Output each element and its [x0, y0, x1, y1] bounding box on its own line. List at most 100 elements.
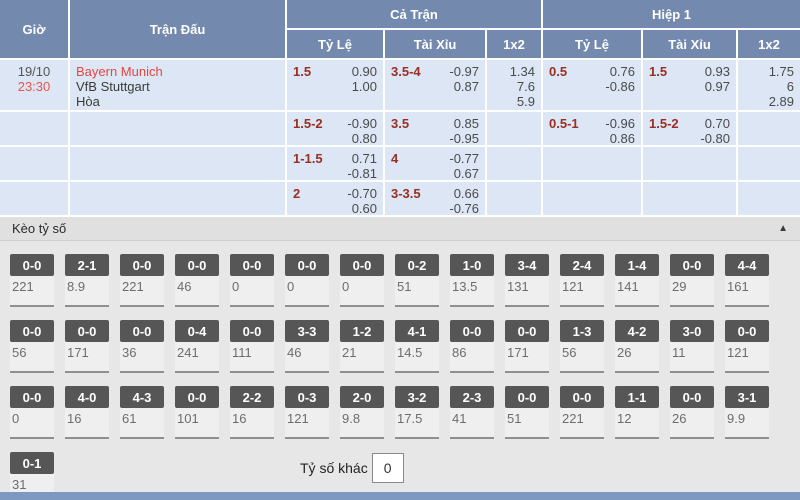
odds-value: 0.87 — [453, 79, 479, 94]
score-cell[interactable]: 1-3 56 — [560, 320, 604, 373]
odds-value: -0.96 — [605, 116, 635, 131]
match-time-cell — [0, 112, 70, 148]
score-cell[interactable]: 0-0 26 — [670, 386, 714, 439]
ft-handicap-cell[interactable]: 1.5-2 -0.90 0.80 — [287, 112, 385, 148]
score-label: 3-2 — [395, 386, 439, 408]
ft-1x2-cell[interactable]: 1.34 7.6 5.9 — [487, 60, 543, 111]
ft-handicap-cell[interactable]: 2 -0.70 0.60 — [287, 182, 385, 218]
header-handicap-ft: Tỷ Lệ — [287, 30, 385, 60]
score-odds: 171 — [507, 345, 529, 360]
score-cell[interactable]: 3-2 17.5 — [395, 386, 439, 439]
score-cell[interactable]: 1-1 12 — [615, 386, 659, 439]
score-label: 0-0 — [285, 254, 329, 276]
score-label: 3-3 — [285, 320, 329, 342]
score-cell[interactable]: 0-0 29 — [670, 254, 714, 307]
score-cell[interactable]: 4-2 26 — [615, 320, 659, 373]
score-cell[interactable]: 0-3 121 — [285, 386, 329, 439]
score-cell[interactable]: 0-0 0 — [340, 254, 384, 307]
score-cell[interactable]: 0-0 86 — [450, 320, 494, 373]
score-cell[interactable]: 2-2 16 — [230, 386, 274, 439]
score-cell[interactable]: 1-0 13.5 — [450, 254, 494, 307]
score-label: 3-0 — [670, 320, 714, 342]
ft-over-under-cell[interactable]: 3.5-4 -0.97 0.87 — [385, 60, 487, 111]
h1-over-under-cell[interactable]: 1.5-2 0.70 -0.80 — [643, 112, 738, 148]
score-cell[interactable]: 0-0 56 — [10, 320, 54, 373]
ft-handicap-cell[interactable]: 1.5 0.90 1.00 — [287, 60, 385, 111]
odds-value: 0.67 — [453, 166, 479, 181]
score-cell[interactable]: 3-0 11 — [670, 320, 714, 373]
score-odds: 12 — [617, 411, 632, 426]
odds-row: 19/10 23:30 Bayern Munich VfB Stuttgart … — [0, 60, 800, 112]
score-cell[interactable]: 0-0 0 — [230, 254, 274, 307]
score-cell[interactable]: 0-0 0 — [285, 254, 329, 307]
score-odds: 141 — [617, 279, 639, 294]
score-cell[interactable]: 4-3 61 — [120, 386, 164, 439]
h1-1x2-cell[interactable]: 1.75 6 2.89 — [738, 60, 800, 111]
header-full-time: Cả Trận — [287, 0, 543, 30]
score-cell[interactable]: 1-4 141 — [615, 254, 659, 307]
score-cell[interactable]: 2-0 9.8 — [340, 386, 384, 439]
score-cell[interactable]: 0-1 31 — [10, 452, 54, 492]
score-odds: 21 — [342, 345, 357, 360]
handicap-line: 1.5-2 — [293, 116, 323, 131]
score-cell[interactable]: 0-0 171 — [65, 320, 109, 373]
odds-value: 0.97 — [704, 79, 730, 94]
score-section-header[interactable]: Kèo tỷ số ▲ — [0, 217, 800, 241]
score-cell[interactable]: 4-4 161 — [725, 254, 769, 307]
score-cell[interactable]: 2-1 8.9 — [65, 254, 109, 307]
score-cell[interactable]: 0-0 221 — [120, 254, 164, 307]
handicap-line: 1-1.5 — [293, 151, 323, 166]
score-cell[interactable]: 0-0 171 — [505, 320, 549, 373]
score-cell[interactable]: 3-4 131 — [505, 254, 549, 307]
score-odds: 26 — [672, 411, 687, 426]
handicap-line: 1.5 — [293, 64, 312, 79]
score-cell[interactable]: 0-0 221 — [560, 386, 604, 439]
odds-value: -0.90 — [347, 116, 377, 131]
score-grid-row: 0-0 221 2-1 8.9 0-0 221 0-0 46 — [0, 241, 800, 307]
odds-value: -0.86 — [605, 79, 635, 94]
collapse-arrow-icon[interactable]: ▲ — [778, 223, 788, 234]
score-cell[interactable]: 4-0 16 — [65, 386, 109, 439]
score-odds: 29 — [672, 279, 687, 294]
score-cell[interactable]: 3-1 9.9 — [725, 386, 769, 439]
score-cell[interactable]: 0-0 101 — [175, 386, 219, 439]
odds-value: 1.75 — [768, 64, 794, 79]
other-score-input[interactable] — [371, 453, 404, 483]
h1-handicap-cell[interactable]: 0.5-1 -0.96 0.86 — [543, 112, 643, 148]
ft-over-under-cell[interactable]: 4 -0.77 0.67 — [385, 147, 487, 183]
score-cell[interactable]: 2-4 121 — [560, 254, 604, 307]
other-score-group: Tỷ số khác — [300, 453, 404, 483]
ft-over-under-cell[interactable]: 3.5 0.85 -0.95 — [385, 112, 487, 148]
score-cell[interactable]: 0-0 0 — [10, 386, 54, 439]
match-cell — [70, 112, 287, 148]
score-odds: 111 — [232, 345, 252, 360]
score-cell[interactable]: 2-3 41 — [450, 386, 494, 439]
score-cell[interactable]: 0-0 36 — [120, 320, 164, 373]
h1-1x2-cell — [738, 147, 800, 183]
score-odds: 51 — [397, 279, 412, 294]
score-cell[interactable]: 0-2 51 — [395, 254, 439, 307]
score-cell[interactable]: 0-0 121 — [725, 320, 769, 373]
odds-value: 0.70 — [704, 116, 730, 131]
score-cell[interactable]: 0-0 46 — [175, 254, 219, 307]
ft-over-under-cell[interactable]: 3-3.5 0.66 -0.76 — [385, 182, 487, 218]
bottom-bar — [0, 492, 800, 500]
odds-value: 1.34 — [509, 64, 535, 79]
score-odds: 8.9 — [67, 279, 86, 294]
score-cell[interactable]: 0-0 111 — [230, 320, 274, 373]
score-cell[interactable]: 3-3 46 — [285, 320, 329, 373]
score-odds: 17.5 — [397, 411, 423, 426]
ft-handicap-cell[interactable]: 1-1.5 0.71 -0.81 — [287, 147, 385, 183]
score-odds: 56 — [12, 345, 27, 360]
score-cell[interactable]: 0-4 241 — [175, 320, 219, 373]
score-label: 0-0 — [65, 320, 109, 342]
h1-over-under-cell[interactable]: 1.5 0.93 0.97 — [643, 60, 738, 111]
score-odds: 0 — [232, 279, 240, 294]
over-under-line: 3-3.5 — [391, 186, 421, 201]
score-label: 1-1 — [615, 386, 659, 408]
score-cell[interactable]: 1-2 21 — [340, 320, 384, 373]
score-cell[interactable]: 0-0 221 — [10, 254, 54, 307]
h1-handicap-cell[interactable]: 0.5 0.76 -0.86 — [543, 60, 643, 111]
score-cell[interactable]: 0-0 51 — [505, 386, 549, 439]
score-cell[interactable]: 4-1 14.5 — [395, 320, 439, 373]
